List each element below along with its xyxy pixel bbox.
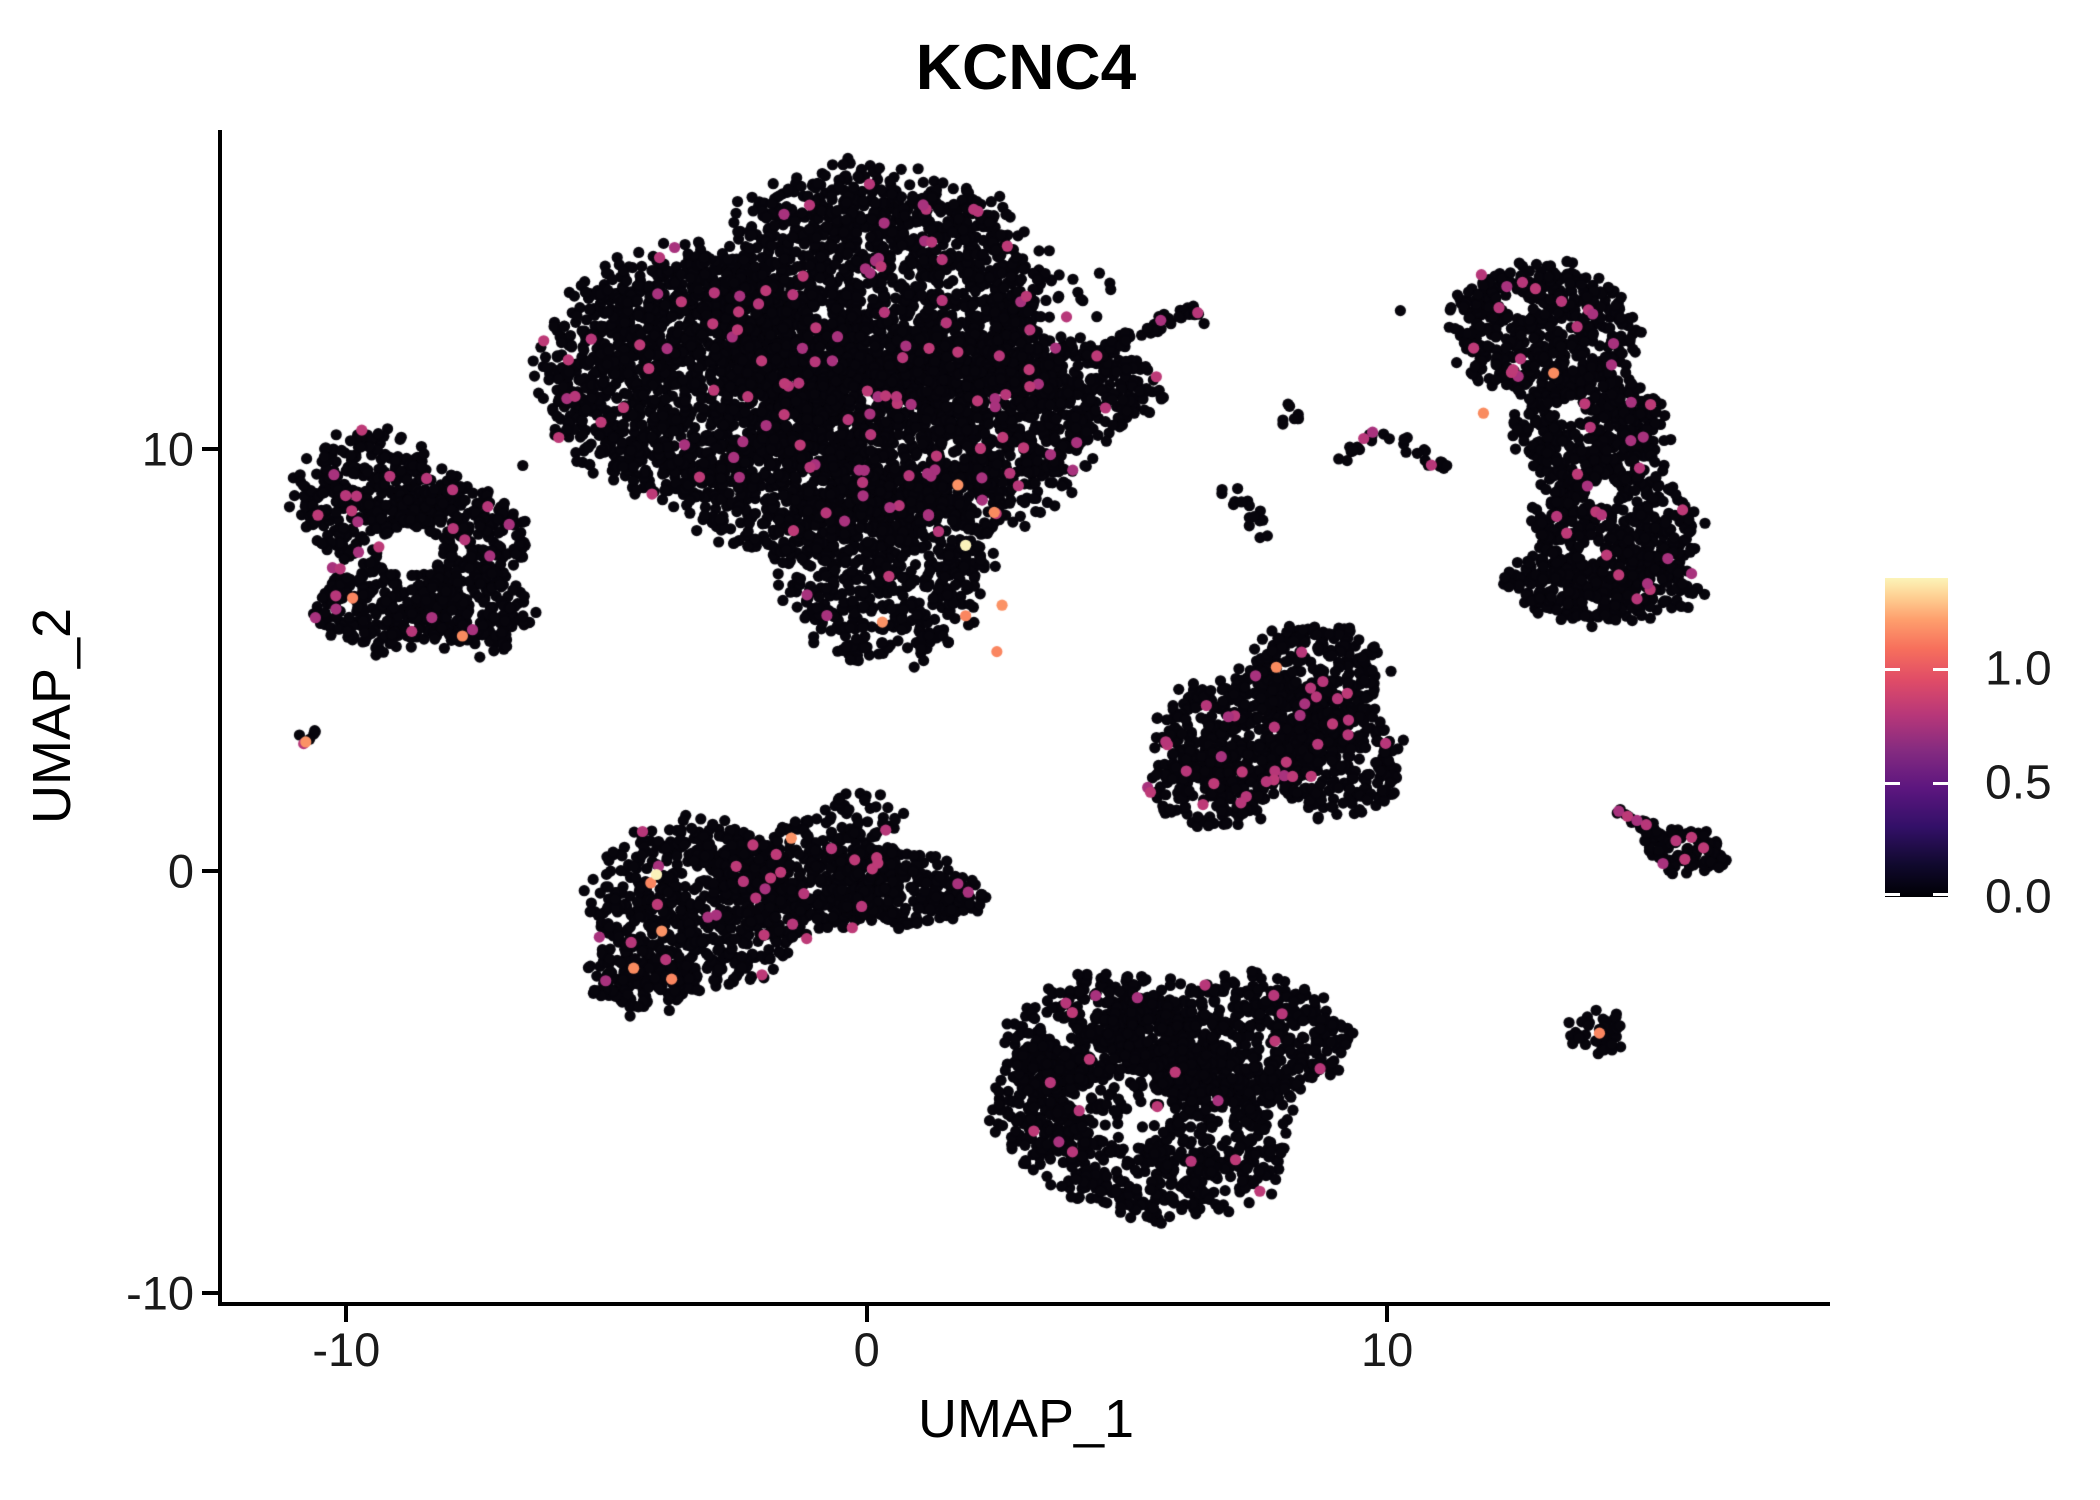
colorbar-tick-mark (1933, 668, 1948, 672)
colorbar-tick-mark (1885, 782, 1900, 786)
colorbar-tick-mark (1885, 893, 1900, 896)
colorbar-tick-label: 1.0 (1985, 642, 2052, 696)
y-tick-label: 0 (167, 844, 194, 898)
plot-panel (218, 130, 1830, 1306)
x-axis-title: UMAP_1 (917, 1389, 1135, 1449)
plot-title: KCNC4 (915, 31, 1137, 103)
y-tick-label: -10 (126, 1266, 194, 1320)
x-tick-label: -10 (312, 1323, 381, 1376)
y-tick-mark (202, 447, 218, 452)
colorbar-tick-label: 0.5 (1985, 756, 2052, 810)
colorbar-legend (1885, 578, 1948, 897)
x-tick-mark (1385, 1306, 1390, 1322)
x-tick-label: 0 (853, 1323, 880, 1376)
x-tick-mark (344, 1306, 349, 1322)
colorbar-tick-mark (1885, 668, 1900, 672)
colorbar-tick-label: 0.0 (1985, 870, 2052, 924)
x-tick-label: 10 (1361, 1323, 1414, 1376)
y-tick-label: 10 (141, 422, 194, 476)
y-tick-mark (202, 869, 218, 874)
y-axis-title: UMAP_2 (22, 607, 82, 825)
x-tick-mark (864, 1306, 869, 1322)
y-tick-mark (202, 1291, 218, 1296)
colorbar-tick-mark (1933, 782, 1948, 786)
colorbar-tick-mark (1933, 893, 1948, 896)
umap-scatter-canvas (222, 130, 1830, 1302)
